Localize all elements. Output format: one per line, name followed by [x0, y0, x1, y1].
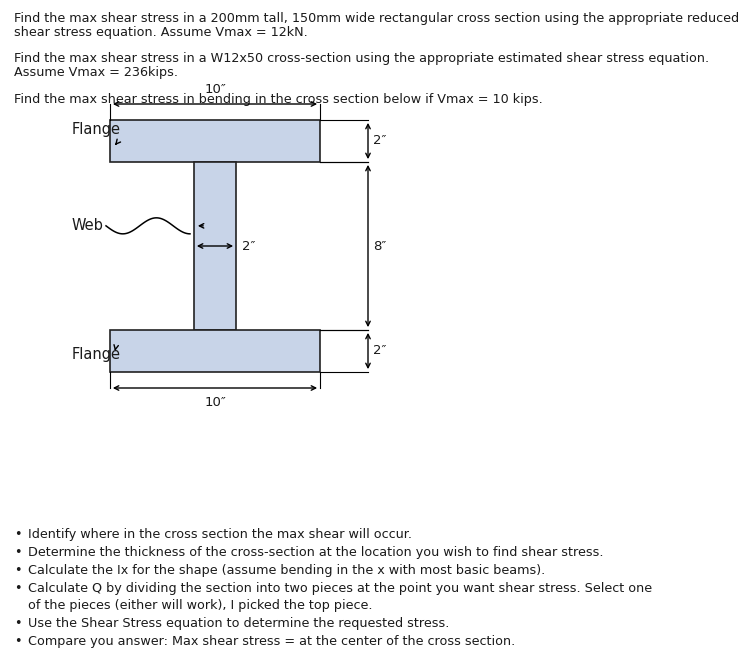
Text: 2″: 2″ [373, 134, 386, 147]
Text: •: • [14, 546, 21, 559]
Text: Compare you answer: Max shear stress = at the center of the cross section.: Compare you answer: Max shear stress = a… [28, 635, 515, 648]
Text: 10″: 10″ [204, 83, 226, 96]
Text: Assume Vmax = 236kips.: Assume Vmax = 236kips. [14, 66, 178, 79]
Text: Calculate the Ix for the shape (assume bending in the x with most basic beams).: Calculate the Ix for the shape (assume b… [28, 564, 545, 577]
Text: Find the max shear stress in a W12x50 cross-section using the appropriate estima: Find the max shear stress in a W12x50 cr… [14, 52, 709, 65]
Text: shear stress equation. Assume Vmax = 12kN.: shear stress equation. Assume Vmax = 12k… [14, 26, 307, 39]
Text: Find the max shear stress in bending in the cross section below if Vmax = 10 kip: Find the max shear stress in bending in … [14, 93, 542, 106]
Text: Find the max shear stress in a 200mm tall, 150mm wide rectangular cross section : Find the max shear stress in a 200mm tal… [14, 12, 739, 25]
Text: 10″: 10″ [204, 396, 226, 409]
Text: Identify where in the cross section the max shear will occur.: Identify where in the cross section the … [28, 528, 412, 541]
Text: 2″: 2″ [373, 345, 386, 357]
Text: Flange: Flange [72, 122, 121, 137]
Text: •: • [14, 528, 21, 541]
Text: of the pieces (either will work), I picked the top piece.: of the pieces (either will work), I pick… [28, 599, 372, 612]
Text: Web: Web [72, 218, 104, 234]
Text: •: • [14, 582, 21, 595]
Text: Calculate Q by dividing the section into two pieces at the point you want shear : Calculate Q by dividing the section into… [28, 582, 652, 595]
Text: •: • [14, 635, 21, 648]
Text: •: • [14, 617, 21, 630]
Bar [194, 162, 236, 330]
Text: 8″: 8″ [373, 240, 386, 253]
Text: Determine the thickness of the cross-section at the location you wish to find sh: Determine the thickness of the cross-sec… [28, 546, 604, 559]
Bar [110, 120, 320, 162]
Text: Flange: Flange [72, 347, 121, 362]
Text: Use the Shear Stress equation to determine the requested stress.: Use the Shear Stress equation to determi… [28, 617, 449, 630]
Bar [110, 330, 320, 372]
Text: 2″: 2″ [242, 240, 256, 253]
Text: •: • [14, 564, 21, 577]
